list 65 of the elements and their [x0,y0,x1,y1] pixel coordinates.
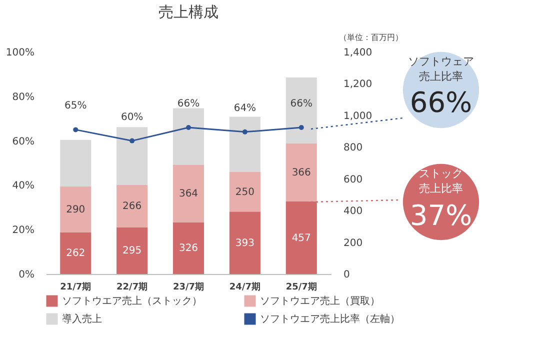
y-tick-label: 0% [18,270,34,280]
data-label: 60% [120,112,144,123]
bar [116,227,148,274]
y2-tick-label: 0 [344,270,350,280]
legend-label: ソフトウエア売上（ストック） [62,295,202,307]
text: 売上比率 [419,70,463,83]
data-label: 250 [235,186,254,198]
text: ストック [419,167,463,180]
y-tick-label: 80% [12,92,34,103]
data-label: 457 [292,232,311,244]
x-tick-label: 22/7期 [116,282,148,292]
point [298,124,304,130]
bar [286,143,317,202]
y-tick-label: 60% [12,136,34,148]
data-label: 364 [178,188,198,200]
bar [229,172,260,212]
chart-title: 売上構成 [158,3,218,21]
legend-label: ソフトウエア売上比率（左軸） [260,313,400,325]
data-label: 290 [66,204,86,216]
bar [172,222,204,274]
data-label: 366 [292,168,311,179]
x-tick-label: 21/7期 [60,282,92,292]
y2-tick-label: 800 [344,142,363,154]
y-tick-label: 20% [12,225,34,236]
data-label: 65% [64,100,87,112]
y2-tick-label: 1,400 [344,48,372,58]
y-tick-label: 100% [6,48,34,58]
bar [229,116,260,172]
bar [286,78,317,144]
data-label: 266 [122,201,142,212]
y2-tick-label: 600 [344,174,363,186]
y2-tick-label: 1,000 [344,110,372,122]
data-label: 326 [178,243,198,254]
bar [60,232,92,274]
data-label: 64% [234,102,256,114]
legend-label: ソフトウエア売上（買取） [260,295,380,307]
data-label: 66% [290,98,312,110]
data-label: 66% [177,98,200,110]
bar [116,127,148,186]
bar [229,212,260,274]
text: 66% [410,86,472,119]
legend-label: 導入売上 [62,313,102,325]
bar [60,140,92,186]
text: 売上比率 [419,182,463,195]
y-tick-label: 40% [12,180,34,192]
text: （単位：百万円） [339,33,403,42]
point [73,127,78,132]
point [130,138,135,144]
y2-tick-label: 1,200 [344,79,372,90]
data-label: 393 [235,238,254,249]
y2-tick-label: 400 [344,206,363,218]
x-tick-label: 24/7期 [229,282,260,292]
data-label: 295 [122,246,142,257]
text: 37% [410,199,472,232]
bar [116,185,148,228]
bar [172,108,204,165]
bar [172,164,204,222]
x-tick-label: 23/7期 [172,282,204,292]
point [186,124,191,130]
point [242,129,248,134]
bar [60,186,92,232]
x-tick-label: 25/7期 [286,282,317,292]
text: ソフトウェア [408,55,474,68]
y2-tick-label: 200 [344,238,363,249]
data-label: 262 [66,248,86,260]
